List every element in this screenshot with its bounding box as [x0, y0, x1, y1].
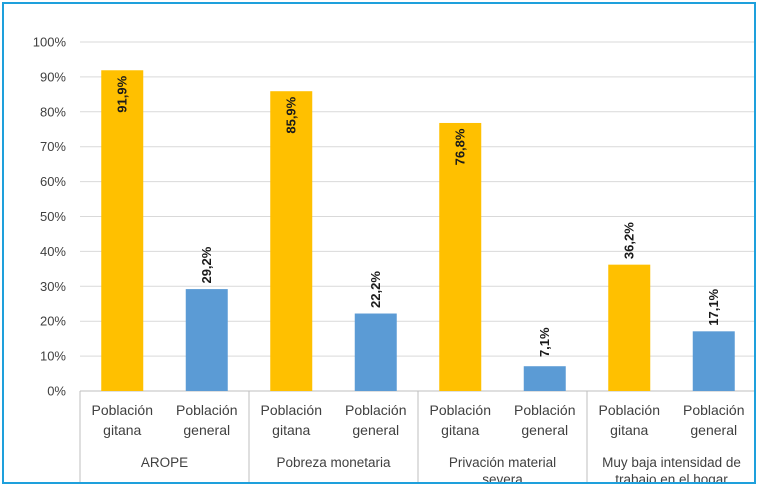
- y-tick-label: 50%: [40, 209, 66, 224]
- category-label: gitana: [610, 422, 648, 438]
- bar: [692, 331, 735, 391]
- bar: [185, 289, 228, 391]
- category-label: general: [352, 422, 399, 438]
- category-label: Población: [345, 402, 407, 418]
- bar: [439, 122, 482, 391]
- group-label: AROPE: [141, 455, 188, 470]
- y-tick-label: 10%: [40, 349, 66, 364]
- data-label: 22,2%: [368, 271, 383, 308]
- y-tick-label: 80%: [40, 104, 66, 119]
- bar: [608, 264, 651, 391]
- y-tick-label: 40%: [40, 244, 66, 259]
- bar: [270, 91, 313, 392]
- data-label: 17,1%: [706, 288, 721, 325]
- bar: [523, 366, 566, 391]
- category-label: Población: [92, 402, 154, 418]
- group-label: Privación material severa: [449, 455, 556, 484]
- y-tick-label: 60%: [40, 174, 66, 189]
- category-label: Población: [261, 402, 323, 418]
- category-label: Población: [599, 402, 661, 418]
- category-label: general: [690, 422, 737, 438]
- category-label: Población: [514, 402, 576, 418]
- y-tick-label: 90%: [40, 69, 66, 84]
- y-tick-label: 70%: [40, 139, 66, 154]
- category-label: gitana: [441, 422, 479, 438]
- category-label: gitana: [103, 422, 141, 438]
- data-label: 85,9%: [284, 96, 299, 133]
- bar: [101, 70, 144, 392]
- category-label: Población: [176, 402, 238, 418]
- category-label: general: [521, 422, 568, 438]
- data-label: 76,8%: [453, 128, 468, 165]
- data-label: 29,2%: [199, 246, 214, 283]
- group-label: Muy baja intensidad de trabajo en el hoga…: [602, 455, 741, 484]
- y-tick-label: 0%: [47, 384, 66, 399]
- bar-chart: 0% 10% 20% 30% 40% 50% 60% 70% 80% 90% 100% 91,9% Po…: [33, 35, 754, 484]
- data-label: 91,9%: [115, 75, 130, 112]
- y-tick-label: 30%: [40, 279, 66, 294]
- group-label: Pobreza monetaria: [276, 455, 391, 470]
- bar: [354, 313, 397, 391]
- category-label: gitana: [272, 422, 310, 438]
- category-label: general: [183, 422, 230, 438]
- category-label: Población: [430, 402, 492, 418]
- y-tick-label: 100%: [33, 35, 67, 50]
- data-label: 7,1%: [537, 327, 552, 357]
- y-tick-label: 20%: [40, 314, 66, 329]
- data-label: 36,2%: [622, 222, 637, 259]
- category-label: Población: [683, 402, 745, 418]
